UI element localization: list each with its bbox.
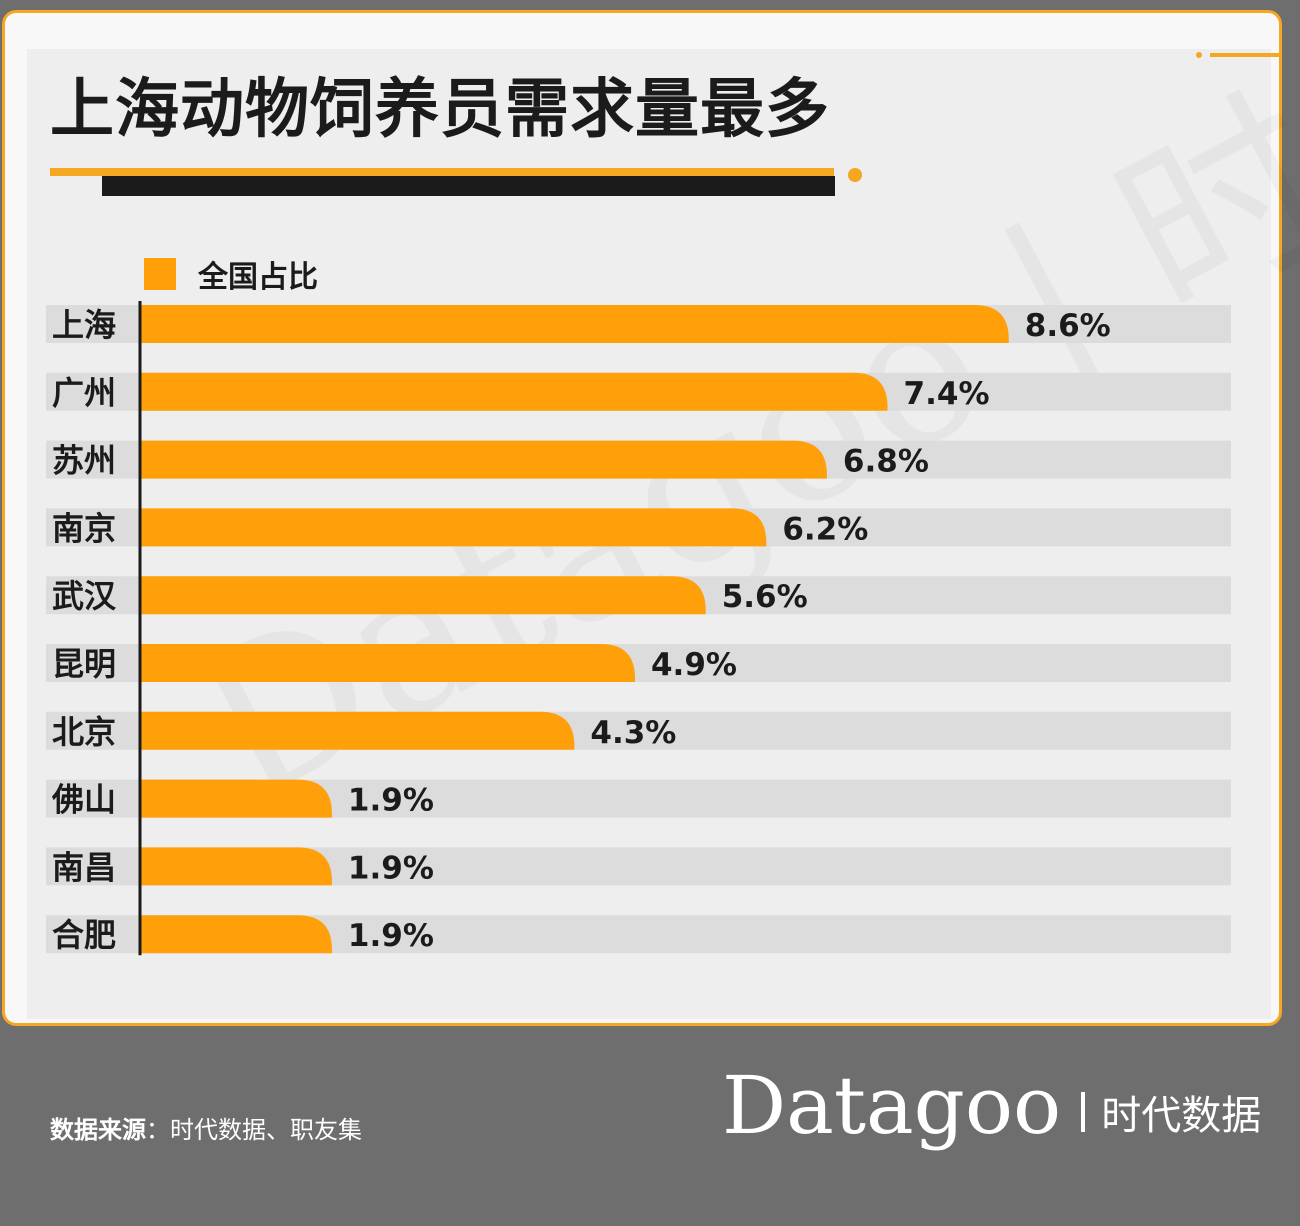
data-label: 8.6% <box>1025 308 1111 344</box>
data-label: 1.9% <box>348 783 434 819</box>
category-label: 昆明 <box>52 645 116 683</box>
category-label: 南京 <box>52 509 116 547</box>
category-label: 武汉 <box>52 577 117 615</box>
corner-dot <box>1196 52 1202 58</box>
chart-title: 上海动物饲养员需求量最多 <box>50 73 830 147</box>
category-label: 南昌 <box>52 848 116 886</box>
bars-layer: 上海 8.6% 广州 7.4% 苏州 6.8% 南京 6.2% 武汉 5.6% 昆明 4.9% 北京 4.… <box>46 305 1231 954</box>
title-underline-dot <box>848 168 862 182</box>
bar <box>140 779 332 818</box>
brand-sub: 时代数据 <box>1101 1093 1262 1139</box>
legend: 全国占比 <box>144 252 318 296</box>
data-label: 4.3% <box>590 715 676 751</box>
bar <box>140 372 888 411</box>
bar <box>140 847 332 886</box>
source-colon: ： <box>146 1116 170 1144</box>
bar <box>140 711 575 750</box>
data-label: 6.2% <box>782 511 868 547</box>
category-label: 北京 <box>52 713 116 751</box>
bar <box>140 915 332 954</box>
data-label: 7.4% <box>904 376 990 412</box>
category-label: 合肥 <box>52 916 116 954</box>
source-label: 数据来源 <box>50 1116 146 1144</box>
data-label: 6.8% <box>843 444 929 480</box>
bar <box>140 440 827 479</box>
brand-separator <box>1081 1092 1086 1132</box>
data-label: 4.9% <box>651 647 737 683</box>
source-note: 数据来源：时代数据、职友集 <box>50 1110 362 1145</box>
brand-logo: Datagoo <box>722 1059 1062 1152</box>
corner-line <box>1210 53 1280 57</box>
category-label: 广州 <box>52 374 116 412</box>
source-text: 时代数据、职友集 <box>170 1116 362 1144</box>
category-label: 苏州 <box>52 442 116 480</box>
bar <box>140 305 1009 343</box>
brand: Datagoo 时代数据 <box>722 1066 1261 1146</box>
bar <box>140 644 635 682</box>
title-underline-black <box>102 176 835 196</box>
category-label: 佛山 <box>51 781 116 819</box>
data-label: 1.9% <box>348 918 434 954</box>
legend-swatch <box>144 258 176 290</box>
title-underline-orange <box>50 168 834 176</box>
bar <box>140 576 706 615</box>
data-label: 1.9% <box>348 850 434 886</box>
legend-label: 全国占比 <box>198 260 318 295</box>
bar <box>140 508 767 547</box>
corner-decoration <box>1196 52 1280 58</box>
data-label: 5.6% <box>722 579 808 615</box>
category-label: 上海 <box>52 306 116 344</box>
